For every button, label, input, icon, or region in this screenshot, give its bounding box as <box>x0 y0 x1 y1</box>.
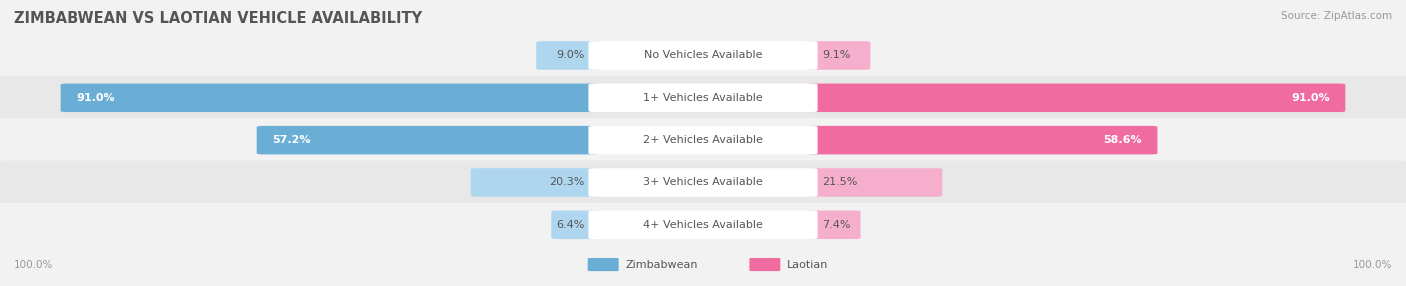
FancyBboxPatch shape <box>588 84 818 112</box>
FancyBboxPatch shape <box>0 118 1406 162</box>
FancyBboxPatch shape <box>749 258 780 271</box>
FancyBboxPatch shape <box>551 210 599 239</box>
FancyBboxPatch shape <box>588 210 818 239</box>
Text: 91.0%: 91.0% <box>76 93 115 103</box>
FancyBboxPatch shape <box>471 168 599 197</box>
FancyBboxPatch shape <box>588 258 619 271</box>
FancyBboxPatch shape <box>0 160 1406 204</box>
FancyBboxPatch shape <box>588 126 818 154</box>
FancyBboxPatch shape <box>0 203 1406 247</box>
FancyBboxPatch shape <box>0 33 1406 78</box>
Text: 2+ Vehicles Available: 2+ Vehicles Available <box>643 135 763 145</box>
Text: Zimbabwean: Zimbabwean <box>626 260 699 269</box>
FancyBboxPatch shape <box>807 84 1346 112</box>
Text: 4+ Vehicles Available: 4+ Vehicles Available <box>643 220 763 230</box>
Text: 9.1%: 9.1% <box>821 51 851 60</box>
Text: 57.2%: 57.2% <box>273 135 311 145</box>
FancyBboxPatch shape <box>257 126 599 154</box>
Text: 1+ Vehicles Available: 1+ Vehicles Available <box>643 93 763 103</box>
FancyBboxPatch shape <box>536 41 599 70</box>
Text: 3+ Vehicles Available: 3+ Vehicles Available <box>643 178 763 187</box>
Text: 58.6%: 58.6% <box>1104 135 1142 145</box>
Text: 20.3%: 20.3% <box>548 178 585 187</box>
Text: No Vehicles Available: No Vehicles Available <box>644 51 762 60</box>
FancyBboxPatch shape <box>588 41 818 70</box>
FancyBboxPatch shape <box>807 168 942 197</box>
Text: 100.0%: 100.0% <box>14 260 53 269</box>
Text: ZIMBABWEAN VS LAOTIAN VEHICLE AVAILABILITY: ZIMBABWEAN VS LAOTIAN VEHICLE AVAILABILI… <box>14 11 422 26</box>
FancyBboxPatch shape <box>807 126 1157 154</box>
Text: Laotian: Laotian <box>787 260 828 269</box>
FancyBboxPatch shape <box>60 84 599 112</box>
Text: 100.0%: 100.0% <box>1353 260 1392 269</box>
Text: 9.0%: 9.0% <box>555 51 585 60</box>
Text: 91.0%: 91.0% <box>1291 93 1330 103</box>
Text: Source: ZipAtlas.com: Source: ZipAtlas.com <box>1281 11 1392 21</box>
Text: 21.5%: 21.5% <box>821 178 858 187</box>
Text: 7.4%: 7.4% <box>821 220 851 230</box>
FancyBboxPatch shape <box>807 41 870 70</box>
FancyBboxPatch shape <box>0 76 1406 120</box>
FancyBboxPatch shape <box>807 210 860 239</box>
FancyBboxPatch shape <box>588 168 818 197</box>
Text: 6.4%: 6.4% <box>555 220 585 230</box>
